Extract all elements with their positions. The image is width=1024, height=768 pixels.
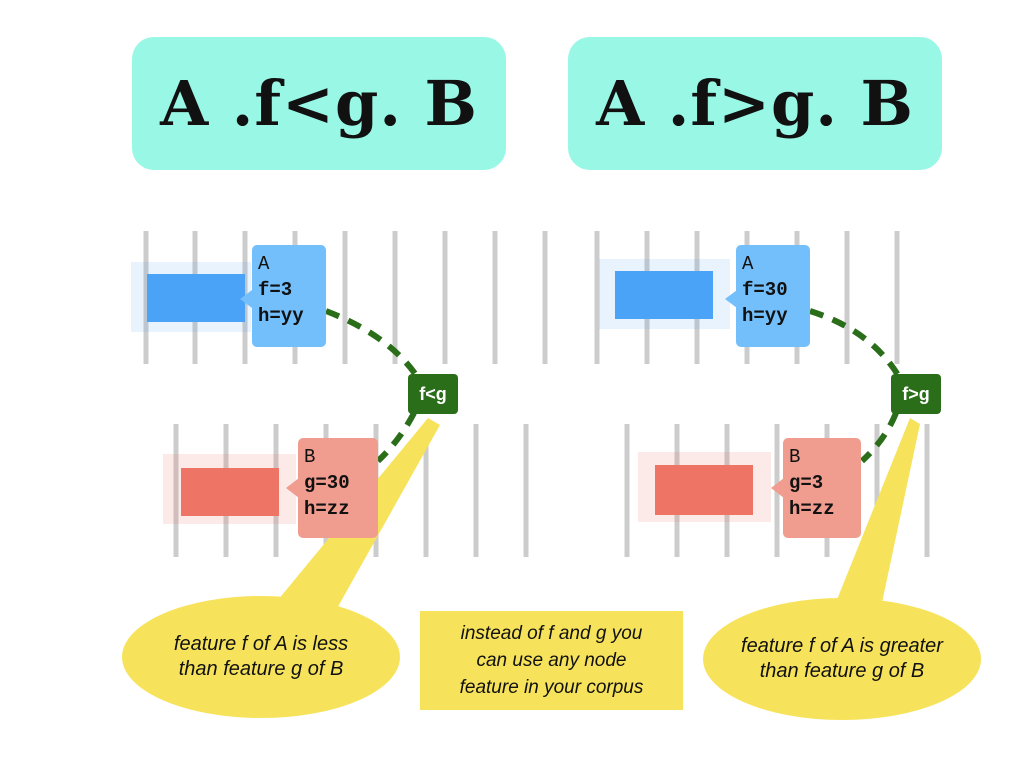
title-less: A .f<g. B: [160, 67, 478, 140]
node-b-left-name: B: [304, 446, 316, 468]
callout-greater-line1: feature f of A is greater: [741, 635, 943, 657]
note-line1: instead of f and g you: [460, 623, 643, 644]
title-box-less: A .f<g. B: [132, 37, 506, 170]
label-b-left-pointer: [286, 478, 299, 498]
node-a-left-box[interactable]: [147, 274, 245, 322]
relation-left-arc-lower: [375, 411, 417, 464]
callout-greater: feature f of A is greater than feature g…: [703, 598, 981, 720]
label-a-left-pointer: [240, 290, 252, 308]
node-b-right-box[interactable]: [655, 465, 753, 515]
label-a-right-pointer: [725, 290, 737, 308]
note-line3: feature in your corpus: [459, 677, 644, 698]
node-a-right-feature-f: f=30: [742, 279, 788, 301]
node-a-right-label: A f=30 h=yy: [736, 245, 810, 347]
callout-right-tail: [832, 418, 920, 612]
relation-right-arc-lower: [859, 411, 899, 464]
callout-greater-line2: than feature g of B: [759, 660, 925, 682]
node-b-right-feature-g: g=3: [789, 472, 824, 494]
relation-badge-greater: f>g: [891, 374, 941, 414]
node-a-right-box[interactable]: [615, 271, 713, 319]
node-a-left-name: A: [258, 253, 270, 275]
relation-left-arc-upper: [324, 308, 419, 377]
node-a-left-feature-h: h=yy: [258, 305, 304, 327]
node-b-left-feature-h: h=zz: [304, 498, 350, 520]
node-a-right-feature-h: h=yy: [742, 305, 788, 327]
relation-badge-less: f<g: [408, 374, 458, 414]
callout-less: feature f of A is less than feature g of…: [122, 596, 400, 718]
node-b-right-name: B: [789, 446, 801, 468]
node-a-right-name: A: [742, 253, 754, 275]
node-b-right-label: B g=3 h=zz: [783, 438, 861, 538]
note-box: instead of f and g you can use any node …: [420, 611, 683, 710]
node-b-left-feature-g: g=30: [304, 472, 350, 494]
node-b-right-feature-h: h=zz: [789, 498, 835, 520]
node-b-left-label: B g=30 h=zz: [298, 438, 378, 538]
node-a-left-feature-f: f=3: [258, 279, 293, 301]
note-line2: can use any node: [476, 650, 627, 671]
relation-right-arc-upper: [809, 308, 901, 377]
title-greater: A .f>g. B: [596, 67, 914, 140]
callout-less-line2: than feature g of B: [178, 658, 344, 680]
node-b-left-box[interactable]: [181, 468, 279, 516]
title-box-greater: A .f>g. B: [568, 37, 942, 170]
node-a-left-label: A f=3 h=yy: [252, 245, 326, 347]
callout-less-line1: feature f of A is less: [173, 633, 349, 655]
label-b-right-pointer: [771, 478, 784, 498]
